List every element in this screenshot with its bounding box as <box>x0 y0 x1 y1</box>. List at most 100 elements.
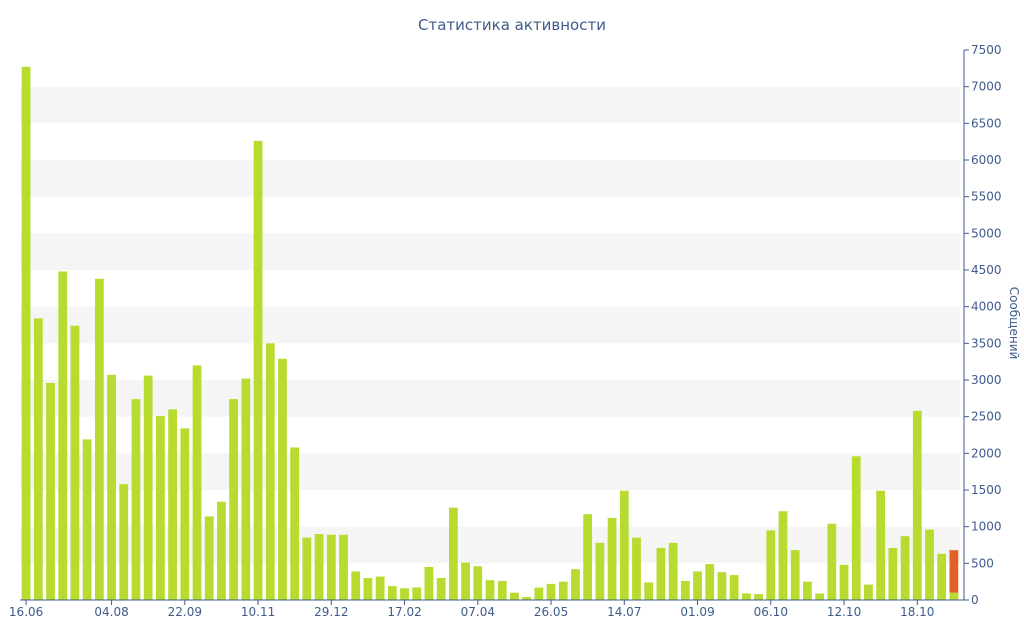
y-tick-label: 6500 <box>971 116 1002 130</box>
bar <box>473 566 483 600</box>
y-tick-label: 5000 <box>971 226 1002 240</box>
y-tick-label: 2500 <box>971 410 1002 424</box>
bar <box>192 365 202 600</box>
bar <box>143 375 153 600</box>
x-tick-label: 01.09 <box>680 605 714 619</box>
y-tick-label: 7000 <box>971 80 1002 94</box>
bar <box>33 318 43 600</box>
bar <box>229 399 239 600</box>
bar <box>217 501 226 600</box>
bar <box>94 278 104 600</box>
y-tick-label: 5500 <box>971 190 1002 204</box>
bar <box>766 530 776 600</box>
bar <box>510 592 519 600</box>
y-tick-label: 1000 <box>971 520 1002 534</box>
bar <box>619 490 629 600</box>
bar <box>424 567 434 600</box>
bar <box>741 593 751 600</box>
bar <box>790 550 800 600</box>
bar <box>400 588 409 600</box>
y-tick-label: 4500 <box>971 263 1002 277</box>
bar <box>729 575 739 600</box>
x-axis-ticks: 16.06 04.08 22.09 10.11 29.12 17.02 07.04 26.05… <box>9 600 934 619</box>
bar <box>937 553 947 600</box>
bar <box>607 517 617 600</box>
y-tick-label: 500 <box>971 556 994 570</box>
bar <box>558 581 568 600</box>
x-tick-label: 18.10 <box>900 605 934 619</box>
bar <box>900 536 910 600</box>
bar <box>375 576 385 600</box>
bar <box>119 484 129 600</box>
y-tick-label: 3500 <box>971 336 1002 350</box>
bar <box>363 578 373 600</box>
bar <box>448 507 458 600</box>
bar <box>107 374 116 600</box>
x-tick-label: 12.10 <box>827 605 861 619</box>
y-tick-label: 7500 <box>971 43 1002 57</box>
bar <box>778 511 788 600</box>
x-tick-label: 07.04 <box>461 605 495 619</box>
bar <box>644 582 654 600</box>
bar <box>82 439 92 600</box>
y-tick-label: 0 <box>971 593 979 607</box>
bar <box>680 580 690 600</box>
bar <box>70 325 80 600</box>
x-tick-label: 16.06 <box>9 605 43 619</box>
grid-band <box>20 380 960 417</box>
bar <box>168 409 177 600</box>
bar <box>326 534 336 600</box>
y-tick-label: 4000 <box>971 300 1002 314</box>
y-tick-label: 6000 <box>971 153 1002 167</box>
bar <box>387 586 397 600</box>
bar <box>412 587 422 600</box>
grid-band <box>20 86 960 124</box>
bar <box>302 537 312 600</box>
bar <box>436 578 446 600</box>
x-tick-label: 04.08 <box>94 605 128 619</box>
bar <box>571 569 580 600</box>
x-tick-label: 14.07 <box>607 605 641 619</box>
bar <box>497 580 507 600</box>
bar <box>656 547 666 600</box>
chart-title: Статистика активности <box>418 16 606 34</box>
bar <box>290 447 300 600</box>
y-tick-label: 3000 <box>971 373 1002 387</box>
grid-band <box>20 160 960 197</box>
bar <box>180 428 190 600</box>
x-tick-label: 10.11 <box>241 605 275 619</box>
bar <box>815 593 825 600</box>
bar <box>351 571 361 600</box>
grid-band <box>20 306 960 344</box>
bar <box>485 580 495 600</box>
bar <box>253 140 263 600</box>
bar <box>839 564 849 600</box>
bar <box>265 343 275 600</box>
bar <box>314 534 324 600</box>
x-tick-label: 29.12 <box>314 605 348 619</box>
bar <box>461 562 470 600</box>
bar <box>21 66 31 600</box>
bar <box>546 583 556 600</box>
bar <box>827 523 837 600</box>
bar <box>595 542 605 600</box>
bar <box>204 516 214 600</box>
bar <box>925 529 934 600</box>
bar <box>583 514 593 600</box>
x-tick-label: 06.10 <box>754 605 788 619</box>
bar <box>864 584 873 600</box>
x-tick-label: 26.05 <box>534 605 568 619</box>
bar <box>46 382 55 600</box>
grid-band <box>20 233 960 270</box>
y-tick-label: 1500 <box>971 483 1002 497</box>
bar <box>912 410 922 600</box>
bar <box>522 597 532 600</box>
bar <box>58 271 68 600</box>
bar <box>876 490 886 600</box>
bar <box>155 415 165 600</box>
x-tick-label: 22.09 <box>168 605 202 619</box>
bar <box>754 594 763 600</box>
bar <box>851 456 861 600</box>
bar <box>668 542 678 600</box>
